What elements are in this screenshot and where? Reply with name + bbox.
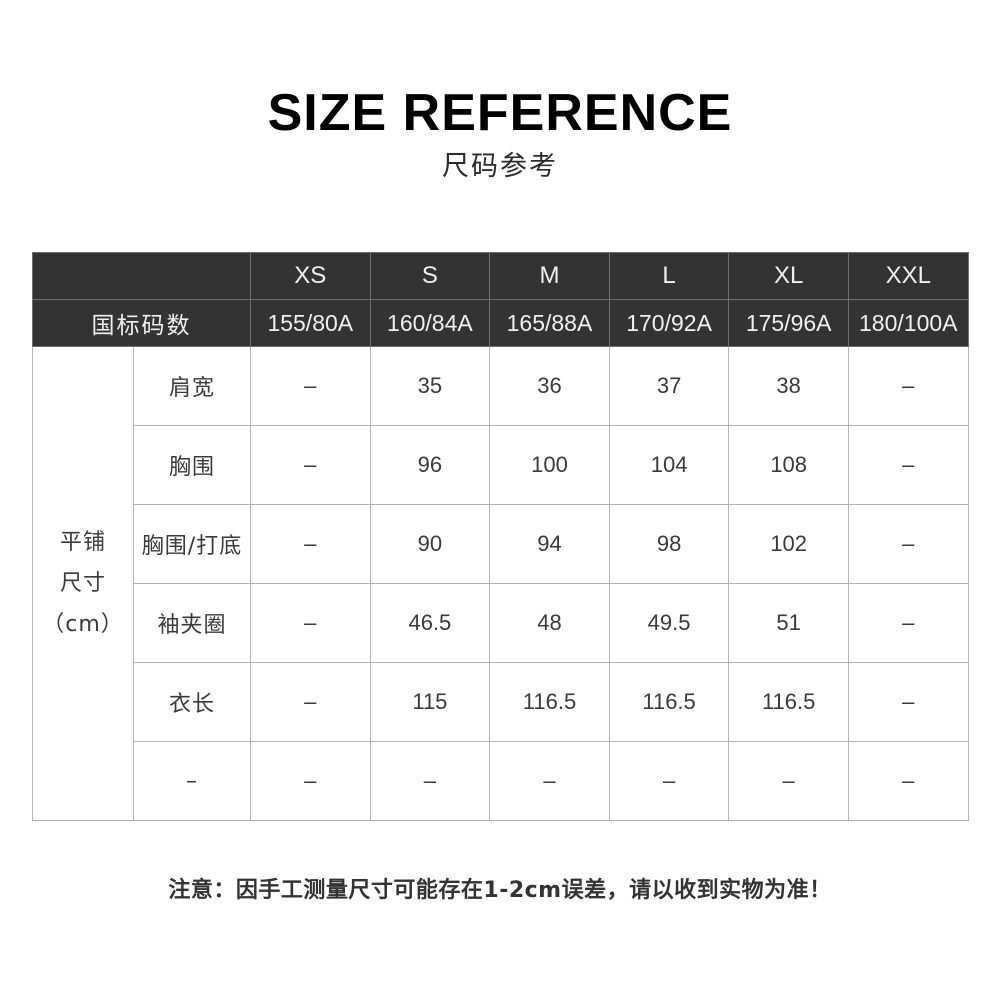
cell-bust-base-xl: 102 (728, 504, 849, 584)
header-size-xs: XS (250, 252, 371, 300)
table-header-sizes-row: XS S M L XL XXL (32, 252, 969, 300)
cell-bust-base-s: 90 (369, 504, 491, 584)
table-row: 袖夹圈 – 46.5 48 49.5 51 – (33, 583, 969, 663)
row-label-armhole: 袖夹圈 (133, 583, 251, 663)
cell-bust-base-xxl: – (847, 504, 969, 584)
cell-length-xl: 116.5 (728, 662, 849, 742)
cell-shoulder-s: 35 (369, 346, 491, 426)
table-row: 胸围 – 96 100 104 108 – (33, 425, 969, 505)
size-table: XS S M L XL XXL 国标码数 155/80A 160/84A 165… (32, 252, 969, 821)
cell-armhole-xl: 51 (728, 583, 849, 663)
page-heading: SIZE REFERENCE 尺码参考 (0, 84, 1000, 184)
row-label-length: 衣长 (133, 662, 251, 742)
group-label-line-3: （cm） (42, 612, 124, 637)
cell-bust-base-l: 98 (608, 504, 730, 584)
cell-bust-s: 96 (369, 425, 491, 505)
cell-empty-m: – (489, 741, 610, 821)
cell-shoulder-xl: 38 (728, 346, 849, 426)
cell-armhole-m: 48 (489, 583, 610, 663)
header-corner-cell (32, 252, 251, 300)
cell-bust-xl: 108 (728, 425, 849, 505)
page-subtitle: 尺码参考 (442, 151, 558, 182)
measurement-group-label: 平铺 尺寸 （cm） (32, 346, 134, 821)
table-row: 胸围/打底 – 90 94 98 102 – (33, 504, 969, 584)
cell-length-xxl: – (847, 662, 969, 742)
row-label-bust: 胸围 (133, 425, 251, 505)
gb-value-m: 165/88A (489, 299, 610, 347)
cell-armhole-s: 46.5 (369, 583, 491, 663)
cell-length-m: 116.5 (489, 662, 610, 742)
cell-shoulder-xs: – (250, 346, 371, 426)
table-header-gb-row: 国标码数 155/80A 160/84A 165/88A 170/92A 175… (32, 299, 969, 347)
cell-bust-l: 104 (608, 425, 730, 505)
size-table-container: XS S M L XL XXL 国标码数 155/80A 160/84A 165… (32, 252, 969, 821)
cell-bust-base-xs: – (250, 504, 371, 584)
cell-empty-l: – (608, 741, 730, 821)
row-label-shoulder: 肩宽 (133, 346, 251, 426)
cell-shoulder-m: 36 (489, 346, 610, 426)
cell-bust-base-m: 94 (489, 504, 610, 584)
gb-value-l: 170/92A (608, 299, 730, 347)
header-size-s: S (369, 252, 491, 300)
gb-value-xxl: 180/100A (847, 299, 969, 347)
cell-armhole-xs: – (250, 583, 371, 663)
page-title: SIZE REFERENCE (267, 84, 733, 142)
cell-armhole-l: 49.5 (608, 583, 730, 663)
cell-length-l: 116.5 (608, 662, 730, 742)
cell-empty-s: – (369, 741, 491, 821)
measurement-disclaimer: 注意：因手工测量尺寸可能存在1-2cm误差，请以收到实物为准！ (168, 878, 832, 903)
header-size-xl: XL (728, 252, 849, 300)
header-size-l: L (608, 252, 730, 300)
cell-length-s: 115 (369, 662, 491, 742)
group-label-line-2: 尺寸 (59, 571, 106, 596)
cell-empty-xl: – (728, 741, 849, 821)
cell-empty-xs: – (250, 741, 371, 821)
cell-armhole-xxl: – (847, 583, 969, 663)
cell-bust-xxl: – (847, 425, 969, 505)
cell-length-xs: – (250, 662, 371, 742)
gb-value-xs: 155/80A (250, 299, 371, 347)
group-label-line-1: 平铺 (59, 530, 106, 555)
header-size-m: M (489, 252, 610, 300)
cell-bust-xs: – (250, 425, 371, 505)
row-label-bust-base: 胸围/打底 (133, 504, 251, 584)
gb-value-s: 160/84A (369, 299, 491, 347)
cell-shoulder-xxl: – (847, 346, 969, 426)
cell-shoulder-l: 37 (608, 346, 730, 426)
header-size-xxl: XXL (847, 252, 969, 300)
cell-empty-xxl: – (847, 741, 969, 821)
table-row: – – – – – – – (33, 741, 969, 821)
table-row: 衣长 – 115 116.5 116.5 116.5 – (33, 662, 969, 742)
table-row: 平铺 尺寸 （cm） 肩宽 – 35 36 37 38 – (32, 346, 969, 821)
gb-value-xl: 175/96A (728, 299, 849, 347)
cell-bust-m: 100 (489, 425, 610, 505)
row-label-empty: – (133, 741, 251, 821)
gb-row-label: 国标码数 (32, 299, 251, 347)
